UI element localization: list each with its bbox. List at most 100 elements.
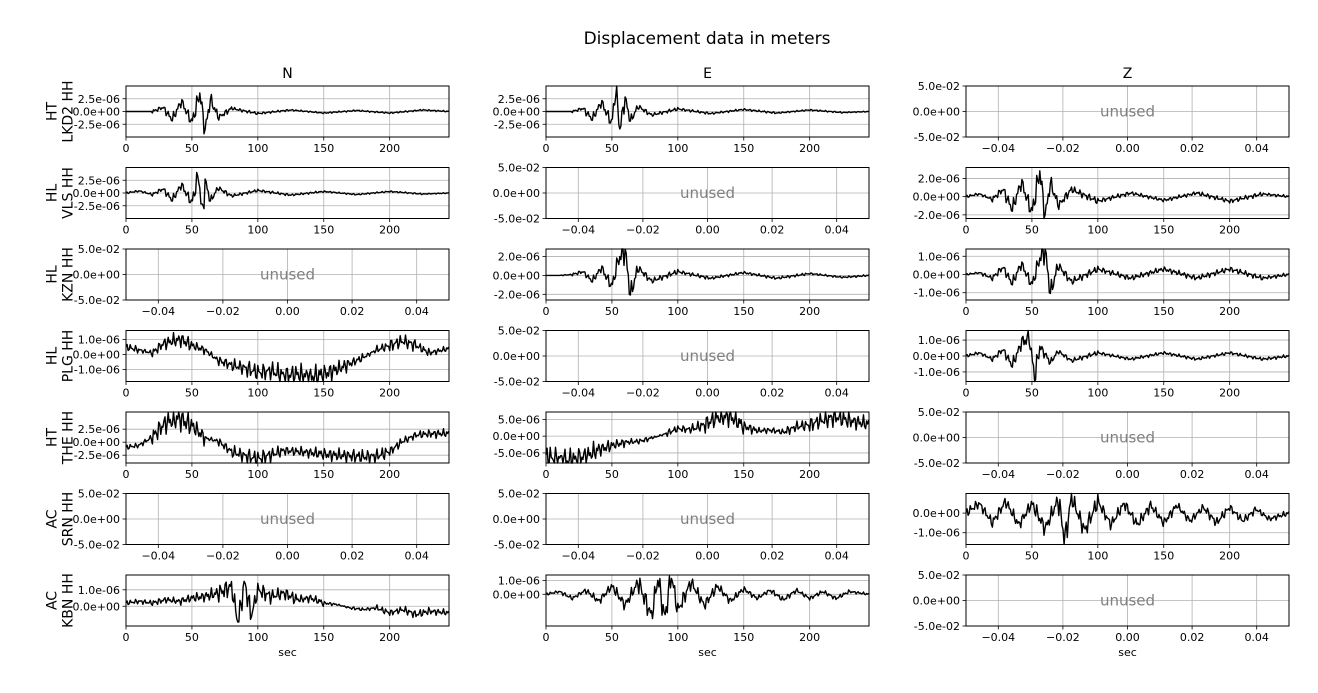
- subplot: −0.04 −0.02 0.00 0.02 0.04 5.0e-02 0.0e+00 -5.0…: [493, 488, 870, 563]
- x-tick-label: −0.04: [981, 631, 1015, 644]
- x-tick-label: 200: [379, 631, 400, 644]
- column-title: N: [282, 66, 292, 82]
- x-tick-label: −0.04: [561, 550, 595, 563]
- x-tick-label: −0.04: [981, 468, 1015, 481]
- row-label-network: HT: [45, 102, 61, 122]
- x-tick-label: 150: [733, 631, 754, 644]
- y-tick-label: 2.5e-06: [78, 93, 120, 106]
- x-tick-label: −0.02: [1046, 631, 1080, 644]
- x-tick-label: −0.02: [206, 305, 240, 318]
- y-tick-label: -1.0e-06: [914, 527, 960, 540]
- y-tick-label: 2.0e-06: [498, 251, 540, 264]
- subplot: 0 50 100 150 200 1.0e-06 0.0e+00 -1.0e-06: [913, 329, 1290, 400]
- subplot: 0 50 100 150 200 5.0e-06 0.0e+00 -5.0e-06: [493, 411, 870, 481]
- x-tick-label: −0.04: [561, 387, 595, 400]
- y-tick-label: 1.0e-06: [918, 334, 960, 347]
- x-tick-label: 200: [379, 468, 400, 481]
- unused-label: unused: [680, 347, 735, 365]
- x-tick-label: 0: [123, 631, 130, 644]
- x-tick-label: 0.00: [695, 387, 720, 400]
- y-tick-label: 0.0e+00: [73, 600, 120, 613]
- y-tick-label: 0.0e+00: [73, 513, 120, 526]
- x-tick-label: 200: [379, 224, 400, 237]
- subplot-frame: [545, 167, 870, 219]
- subplot: 0 50 100 150 200 2.5e-060.0e+00-2.5e-06 E: [493, 66, 870, 155]
- x-tick-label: 0.00: [1115, 631, 1140, 644]
- subplot: 0 50 100 150 200 1.0e-06 0.0e+00 -1.0e-06: [913, 248, 1290, 318]
- row-label-station: THE HH: [61, 411, 77, 465]
- y-tick-label: 0.0e+00: [73, 106, 120, 119]
- subplot-frame: [125, 411, 450, 464]
- x-tick-label: 100: [1087, 224, 1108, 237]
- y-tick-label: -2.0e-06: [914, 209, 960, 222]
- row-label-station: KBN HH: [61, 573, 77, 628]
- x-tick-label: 50: [605, 305, 619, 318]
- subplot-frame: [125, 574, 450, 627]
- x-tick-label: 50: [1025, 387, 1039, 400]
- subplot: 0 50 100 150 200 0.0e+00 -1.0e-06: [913, 492, 1290, 563]
- subplot-frame: [965, 493, 1290, 545]
- subplot-frame: [965, 411, 1290, 464]
- subplot: 0 50 100 150 200 2.0e-06 0.0e+00 -2.0e-06: [913, 167, 1290, 237]
- x-tick-label: 100: [247, 224, 268, 237]
- subplot-frame: [965, 574, 1290, 627]
- x-tick-label: −0.02: [626, 224, 660, 237]
- x-tick-label: 100: [247, 142, 268, 155]
- y-tick-label: 5.0e-02: [498, 488, 540, 501]
- x-tick-label: 100: [247, 631, 268, 644]
- y-tick-label: 0.0e+00: [913, 507, 960, 520]
- waveform-line: [125, 411, 450, 464]
- x-tick-label: 50: [605, 468, 619, 481]
- subplot-frame: [125, 493, 450, 545]
- x-tick-label: 0.00: [275, 550, 300, 563]
- subplot: 0 50 100 150 200 1.0e-06 0.0e+00 -1.0e-06: [73, 330, 450, 400]
- x-tick-label: 200: [1219, 387, 1240, 400]
- y-tick-label: 0.0e+00: [913, 350, 960, 363]
- row-label-station: KZN HH: [61, 247, 77, 302]
- y-tick-label: 0.0e+00: [493, 513, 540, 526]
- subplot: 0 50 100 150 200 2.5e-060.0e+00-2.5e-06: [73, 411, 450, 481]
- y-tick-label: 0.0e+00: [73, 349, 120, 362]
- y-tick-label: -5.0e-02: [494, 539, 540, 552]
- subplot: −0.04 −0.02 0.00 0.02 0.04 5.0e-02 0.0e+00 -5.0…: [73, 243, 450, 318]
- x-tick-label: 50: [1025, 224, 1039, 237]
- x-tick-label: 200: [799, 142, 820, 155]
- y-tick-label: 5.0e-02: [78, 488, 120, 501]
- waveform-line: [125, 580, 450, 623]
- subplot-frame: [545, 85, 870, 138]
- x-tick-label: 0.02: [760, 224, 785, 237]
- x-tick-label: 150: [1153, 387, 1174, 400]
- x-tick-label: 0: [963, 550, 970, 563]
- y-tick-label: 0.0e+00: [913, 106, 960, 119]
- x-tick-label: 150: [313, 468, 334, 481]
- x-tick-label: 50: [605, 142, 619, 155]
- y-tick-label: 2.5e-06: [78, 174, 120, 187]
- subplot: −0.04 −0.02 0.00 0.02 0.04 5.0e-02 0.0e+00 -5.0…: [913, 569, 1290, 659]
- y-tick-label: -5.0e-06: [494, 447, 540, 460]
- row-label: HLPLG HH: [45, 330, 77, 383]
- x-tick-label: 0: [123, 224, 130, 237]
- waveform-line: [546, 248, 870, 296]
- unused-label: unused: [1100, 103, 1155, 121]
- subplot-frame: [965, 167, 1290, 219]
- subplot-frame: [545, 330, 870, 382]
- waveform-line: [126, 92, 449, 135]
- row-label-station: SRN HH: [61, 492, 77, 547]
- row-label: ACSRN HH: [45, 492, 77, 547]
- row-label: HTTHE HH: [45, 411, 77, 465]
- x-tick-label: 0.04: [1244, 142, 1269, 155]
- x-tick-label: 200: [379, 142, 400, 155]
- y-tick-label: 0.0e+00: [493, 430, 540, 443]
- y-tick-label: -5.0e-02: [494, 376, 540, 389]
- subplot-frame: [125, 85, 450, 138]
- x-tick-label: 200: [1219, 550, 1240, 563]
- y-tick-label: 0.0e+00: [913, 191, 960, 204]
- x-tick-label: 150: [1153, 224, 1174, 237]
- subplot: 0 50 100 150 200 1.0e-06 0.0e+00 sec: [73, 574, 450, 659]
- x-tick-label: 0.02: [1180, 468, 1205, 481]
- x-tick-label: 150: [313, 387, 334, 400]
- x-tick-label: 200: [1219, 305, 1240, 318]
- y-tick-label: -2.5e-06: [74, 200, 120, 213]
- x-tick-label: 0.02: [1180, 631, 1205, 644]
- subplot-frame: [545, 248, 870, 301]
